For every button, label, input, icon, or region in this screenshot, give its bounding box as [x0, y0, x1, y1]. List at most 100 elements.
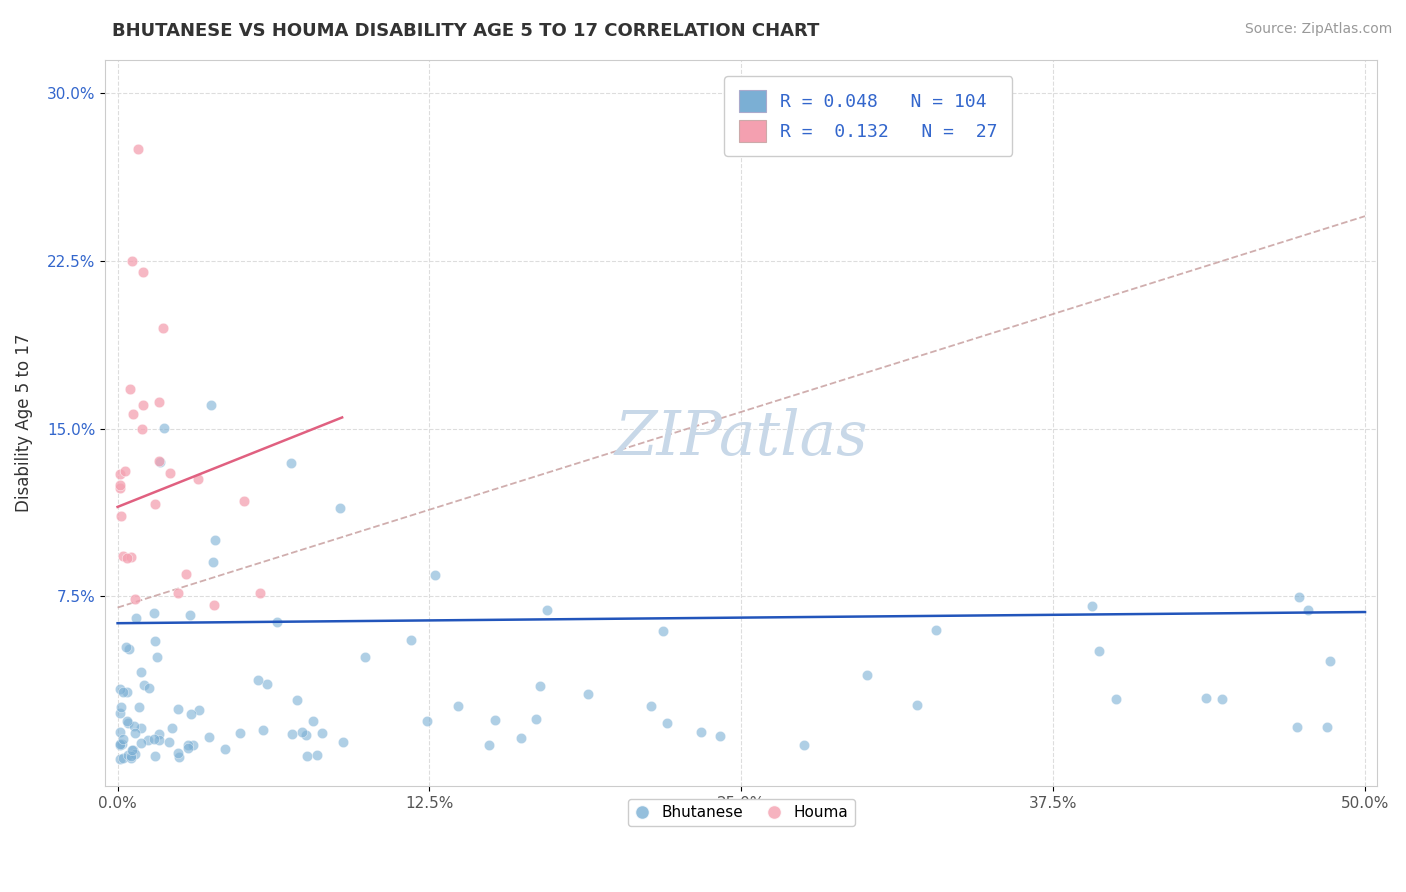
Point	[576, 687, 599, 701]
Point	[110, 752, 132, 766]
Point	[305, 747, 328, 762]
Point	[524, 712, 547, 726]
Y-axis label: Disability Age 5 to 17: Disability Age 5 to 17	[15, 334, 32, 512]
Point	[122, 719, 145, 733]
Point	[180, 706, 202, 721]
Point	[167, 702, 190, 716]
Point	[143, 748, 166, 763]
Point	[118, 382, 141, 396]
Point	[143, 633, 166, 648]
Point	[148, 727, 170, 741]
Point	[146, 650, 169, 665]
Point	[121, 253, 143, 268]
Point	[108, 481, 131, 495]
Point	[111, 737, 134, 751]
Point	[311, 726, 333, 740]
Point	[157, 735, 180, 749]
Point	[112, 751, 135, 765]
Point	[652, 624, 675, 639]
Point	[108, 681, 131, 696]
Point	[232, 493, 254, 508]
Point	[117, 716, 139, 731]
Point	[153, 421, 176, 435]
Point	[124, 610, 146, 624]
Point	[295, 728, 318, 742]
Point	[121, 743, 143, 757]
Point	[856, 668, 879, 682]
Point	[114, 640, 136, 654]
Point	[117, 551, 139, 566]
Point	[108, 706, 131, 720]
Point	[114, 464, 136, 478]
Point	[120, 751, 142, 765]
Point	[249, 586, 271, 600]
Point	[111, 549, 134, 564]
Point	[247, 673, 270, 688]
Point	[112, 732, 135, 747]
Point	[110, 508, 132, 523]
Point	[108, 467, 131, 482]
Point	[124, 747, 146, 761]
Point	[117, 685, 139, 699]
Point	[297, 748, 319, 763]
Point	[281, 727, 304, 741]
Point	[108, 478, 131, 492]
Point	[134, 678, 156, 692]
Point	[138, 733, 160, 747]
Point	[202, 555, 225, 569]
Point	[1319, 654, 1341, 668]
Point	[447, 699, 470, 714]
Point	[120, 748, 142, 763]
Point	[160, 721, 183, 735]
Point	[148, 454, 170, 468]
Point	[118, 641, 141, 656]
Point	[143, 607, 166, 621]
Point	[1080, 599, 1102, 614]
Point	[148, 732, 170, 747]
Point	[129, 735, 152, 749]
Point	[129, 721, 152, 735]
Point	[187, 473, 209, 487]
Point	[252, 723, 274, 737]
Point	[214, 742, 236, 756]
Legend: Bhutanese, Houma: Bhutanese, Houma	[628, 799, 855, 826]
Point	[905, 698, 928, 712]
Point	[121, 407, 143, 421]
Point	[1298, 602, 1320, 616]
Point	[108, 724, 131, 739]
Point	[657, 715, 679, 730]
Point	[143, 732, 166, 747]
Point	[181, 738, 204, 752]
Point	[108, 738, 131, 752]
Point	[124, 591, 146, 606]
Point	[174, 566, 197, 581]
Point	[1195, 691, 1218, 706]
Point	[399, 632, 422, 647]
Text: Source: ZipAtlas.com: Source: ZipAtlas.com	[1244, 22, 1392, 37]
Point	[145, 497, 167, 511]
Point	[256, 676, 278, 690]
Point	[1285, 720, 1308, 734]
Point	[1211, 692, 1233, 706]
Point	[709, 729, 731, 743]
Point	[111, 685, 134, 699]
Point	[198, 731, 221, 745]
Point	[302, 714, 325, 728]
Point	[127, 142, 149, 156]
Text: BHUTANESE VS HOUMA DISABILITY AGE 5 TO 17 CORRELATION CHART: BHUTANESE VS HOUMA DISABILITY AGE 5 TO 1…	[112, 22, 820, 40]
Point	[1316, 720, 1339, 734]
Point	[124, 726, 146, 740]
Point	[167, 749, 190, 764]
Point	[484, 714, 506, 728]
Point	[423, 568, 446, 582]
Point	[128, 700, 150, 714]
Point	[166, 586, 188, 600]
Point	[110, 699, 132, 714]
Point	[131, 398, 153, 412]
Point	[287, 692, 309, 706]
Point	[177, 740, 200, 755]
Point	[200, 398, 222, 412]
Point	[266, 615, 288, 629]
Point	[925, 623, 948, 637]
Point	[353, 650, 375, 665]
